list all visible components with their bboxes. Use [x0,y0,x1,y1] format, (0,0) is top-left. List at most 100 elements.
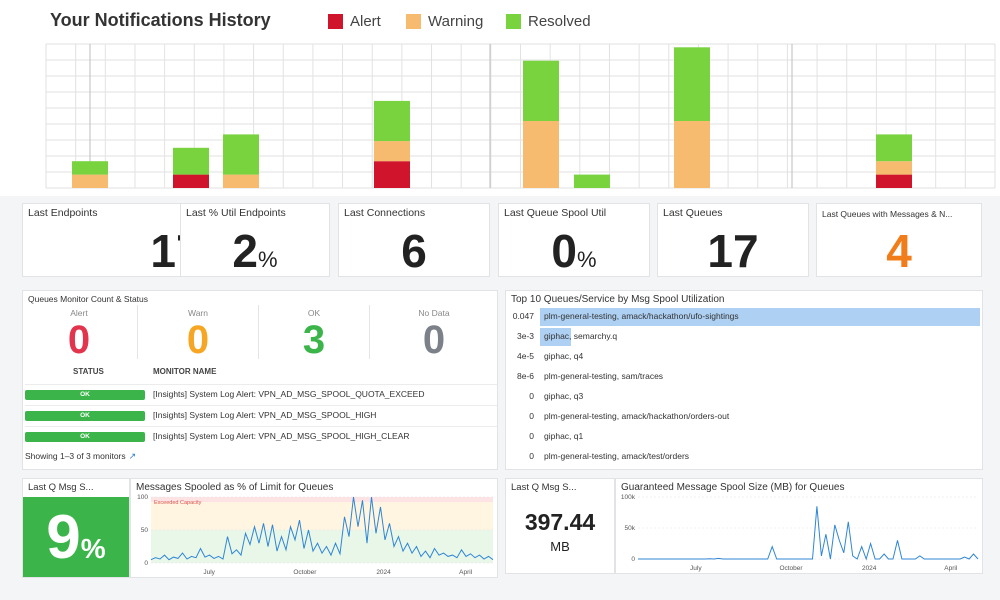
bar-alert-1[interactable] [173,174,209,188]
bar-warning-7[interactable] [876,161,912,175]
table-row[interactable]: OK [Insights] System Log Alert: VPN_AD_M… [25,384,497,405]
external-link-icon[interactable]: ↗ [128,451,137,461]
queue-label[interactable]: giphac, q1 [544,431,584,441]
stat-title: Last % Util Endpoints [186,207,286,219]
queues-monitor-panel: Queues Monitor Count & Status Alert 0 Wa… [22,290,498,470]
usage-value: 0.047 [512,311,534,321]
bar-alert-7[interactable] [876,174,912,188]
stat-unit: MB [550,539,570,554]
messages-spooled-chart-panel: Messages Spooled as % of Limit for Queue… [130,478,498,578]
stat-title: Last Q Msg S... [28,482,94,493]
list-item[interactable]: 0 plm-general-testing, amack/test/orders [506,447,982,467]
warning-band [151,502,493,530]
series-line[interactable] [638,506,979,561]
table-row[interactable]: OK [Insights] System Log Alert: VPN_AD_M… [25,426,497,447]
spool-size-chart: 0 50k 100k July October 2024 April [621,494,979,572]
queue-label[interactable]: giphac, q4 [544,351,584,361]
stat-value: 6 [401,225,427,277]
stat-title: Last Queue Spool Util [504,207,607,219]
usage-bar [540,308,980,326]
list-item[interactable]: 0 plm-general-testing, amack/hackathon/or… [506,407,982,427]
panel-title: Guaranteed Message Spool Size (MB) for Q… [621,482,845,493]
stat-last-connections[interactable]: Last Connections 6 [338,203,490,277]
queue-label[interactable]: giphac, semarchy.q [544,331,618,341]
queue-label[interactable]: plm-general-testing, sam/traces [544,371,664,381]
list-item[interactable]: 4e-5 giphac, q4 [506,347,982,367]
bar-warning-0[interactable] [72,174,108,188]
top10-queues-panel: Top 10 Queues/Service by Msg Spool Utili… [505,290,983,470]
exceeded-band [151,497,493,503]
legend-resolved-label: Resolved [528,13,591,30]
bar-warning-4[interactable] [523,121,559,188]
notifications-history-chart [45,43,996,189]
legend-alert-label: Alert [350,13,381,30]
bar-resolved-7[interactable] [876,134,912,162]
list-item[interactable]: 0 giphac, q1 [506,427,982,447]
column-header-status[interactable]: STATUS [73,367,104,376]
status-badge: OK [25,390,145,400]
monitor-name[interactable]: [Insights] System Log Alert: VPN_AD_MSG_… [153,431,410,441]
legend-resolved[interactable]: Resolved [506,13,591,30]
panel-title: Top 10 Queues/Service by Msg Spool Utili… [511,294,725,305]
x-tick: 2024 [376,569,391,576]
monitor-name[interactable]: [Insights] System Log Alert: VPN_AD_MSG_… [153,389,425,399]
bar-alert-3[interactable] [374,161,410,188]
series-line[interactable] [150,496,494,561]
stat-last-queue-spool-util[interactable]: Last Queue Spool Util 0% [498,203,650,277]
stat-title: Last Queues [663,207,723,219]
bar-resolved-5[interactable] [574,174,610,188]
list-item[interactable]: 0.047 plm-general-testing, amack/hackatho… [506,307,982,327]
legend-warning-swatch [406,14,421,29]
stat-value: 0% [551,225,597,277]
count-warn[interactable]: Warn 0 [186,308,210,362]
stat-title: Last Queues with Messages & N... [822,209,953,219]
stat-value: 2% [232,225,278,277]
list-item[interactable]: 0 giphac, q3 [506,387,982,407]
legend-warning[interactable]: Warning [406,13,483,30]
bar-resolved-0[interactable] [72,161,108,175]
queue-label[interactable]: plm-general-testing, amack/test/orders [544,451,690,461]
stat-value: 4 [886,225,912,277]
x-tick: July [690,565,702,572]
monitor-name[interactable]: [Insights] System Log Alert: VPN_AD_MSG_… [153,410,377,420]
x-tick: October [293,569,317,576]
stat-value: 9% [23,497,129,577]
x-tick: April [944,565,958,572]
y-tick: 100k [621,494,636,501]
bar-resolved-4[interactable] [523,60,559,121]
usage-value: 0 [529,391,534,401]
stat-last-queues[interactable]: Last Queues 17 [657,203,809,277]
count-alert[interactable]: Alert 0 [67,308,91,362]
status-badge: OK [25,411,145,421]
stat-title: Last Connections [344,207,426,219]
ok-band [151,530,493,563]
x-tick: July [203,569,215,576]
bar-resolved-3[interactable] [374,100,410,142]
stat-last-util-endpoints[interactable]: Last % Util Endpoints 2% [180,203,330,277]
stat-last-q-msg-spool-size[interactable]: Last Q Msg S... 397.44 MB [505,478,615,574]
bar-warning-6[interactable] [674,121,710,188]
column-header-monitor-name[interactable]: MONITOR NAME [153,367,217,376]
queue-label[interactable]: plm-general-testing, amack/hackathon/ord… [544,411,730,421]
list-item[interactable]: 8e-6 plm-general-testing, sam/traces [506,367,982,387]
stat-last-queues-with-messages[interactable]: Last Queues with Messages & N... 4 [816,203,982,277]
table-row[interactable]: OK [Insights] System Log Alert: VPN_AD_M… [25,405,497,426]
bar-resolved-6[interactable] [674,47,710,121]
x-tick: October [779,565,803,572]
bar-warning-3[interactable] [374,141,410,162]
queue-label[interactable]: plm-general-testing, amack/hackathon/ufo… [544,311,739,321]
legend-alert[interactable]: Alert [328,13,381,30]
usage-value: 0 [529,451,534,461]
bar-resolved-1[interactable] [173,147,209,175]
queue-label[interactable]: giphac, q3 [544,391,584,401]
bar-resolved-2[interactable] [223,134,259,175]
x-tick: April [459,569,473,576]
list-item[interactable]: 3e-3 giphac, semarchy.q [506,327,982,347]
usage-value: 8e-6 [516,371,534,381]
stat-title: Last Q Msg S... [511,482,577,493]
bar-warning-2[interactable] [223,174,259,188]
stat-value: 397.44 [524,509,596,535]
count-ok[interactable]: OK 3 [302,308,326,362]
count-no-data[interactable]: No Data 0 [418,308,450,362]
stat-last-q-msg-spool-pct[interactable]: Last Q Msg S... 9% [22,478,130,578]
